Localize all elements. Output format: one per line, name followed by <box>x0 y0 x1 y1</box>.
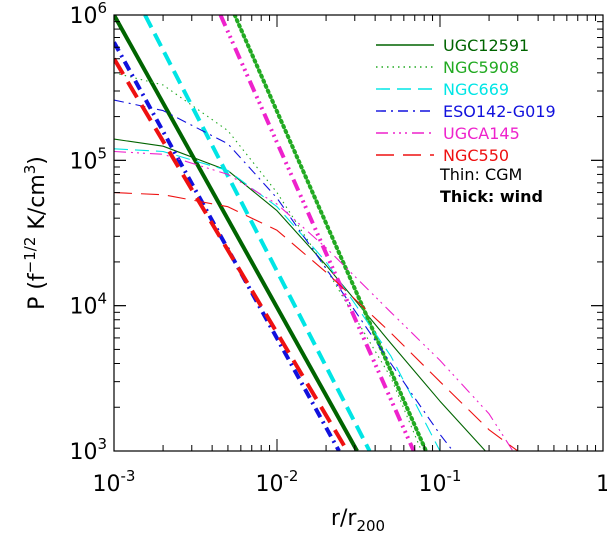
cgm-curve-ugc12591 <box>114 138 486 451</box>
y-tick-label: 106 <box>69 0 107 29</box>
legend-note-thin: Thin: CGM <box>439 165 522 184</box>
x-tick-label: 10-3 <box>93 467 136 497</box>
wind-curve-ngc5908 <box>232 15 428 451</box>
tick-labels: 10-3 10-2 10-1 1 103 104 105 106 <box>69 0 607 497</box>
cgm-curve-ngc5908 <box>114 72 423 451</box>
wind-curve-ugc12591 <box>114 15 359 451</box>
wind-curve-ugca145 <box>218 15 416 451</box>
x-tick-label: 10-2 <box>256 467 299 497</box>
y-axis-label: P (f−1/2 K/cm3) <box>21 156 50 310</box>
cgm-curve-ngc550 <box>114 192 519 451</box>
legend-label-ngc669: NGC669 <box>443 80 509 99</box>
legend: UGC12591 NGC5908 NGC669 ESO142-G019 UGCA145 N… <box>376 36 556 165</box>
plot-frame <box>113 14 604 452</box>
legend-label-eso142-g019: ESO142-G019 <box>443 102 556 121</box>
legend-label-ngc550: NGC550 <box>443 146 509 165</box>
legend-label-ugca145: UGCA145 <box>443 124 520 143</box>
axis-ticks <box>113 14 604 452</box>
x-tick-label: 1 <box>596 472 607 497</box>
legend-label-ngc5908: NGC5908 <box>443 58 519 77</box>
legend-label-ugc12591: UGC12591 <box>443 36 529 55</box>
wind-curve-ngc669 <box>143 15 372 451</box>
legend-note-thick: Thick: wind <box>440 187 543 206</box>
x-tick-label: 10-1 <box>419 467 462 497</box>
wind-curve-ngc550 <box>114 57 350 451</box>
y-tick-label: 103 <box>69 435 107 465</box>
y-tick-label: 104 <box>69 290 107 320</box>
curves-layer <box>114 15 519 451</box>
cgm-curve-ngc669 <box>114 148 441 451</box>
cgm-curve-eso142-g019 <box>114 99 454 451</box>
cgm-curve-ugca145 <box>114 150 514 451</box>
x-axis-label: r/r200 <box>331 506 385 535</box>
y-tick-label: 105 <box>69 144 107 174</box>
